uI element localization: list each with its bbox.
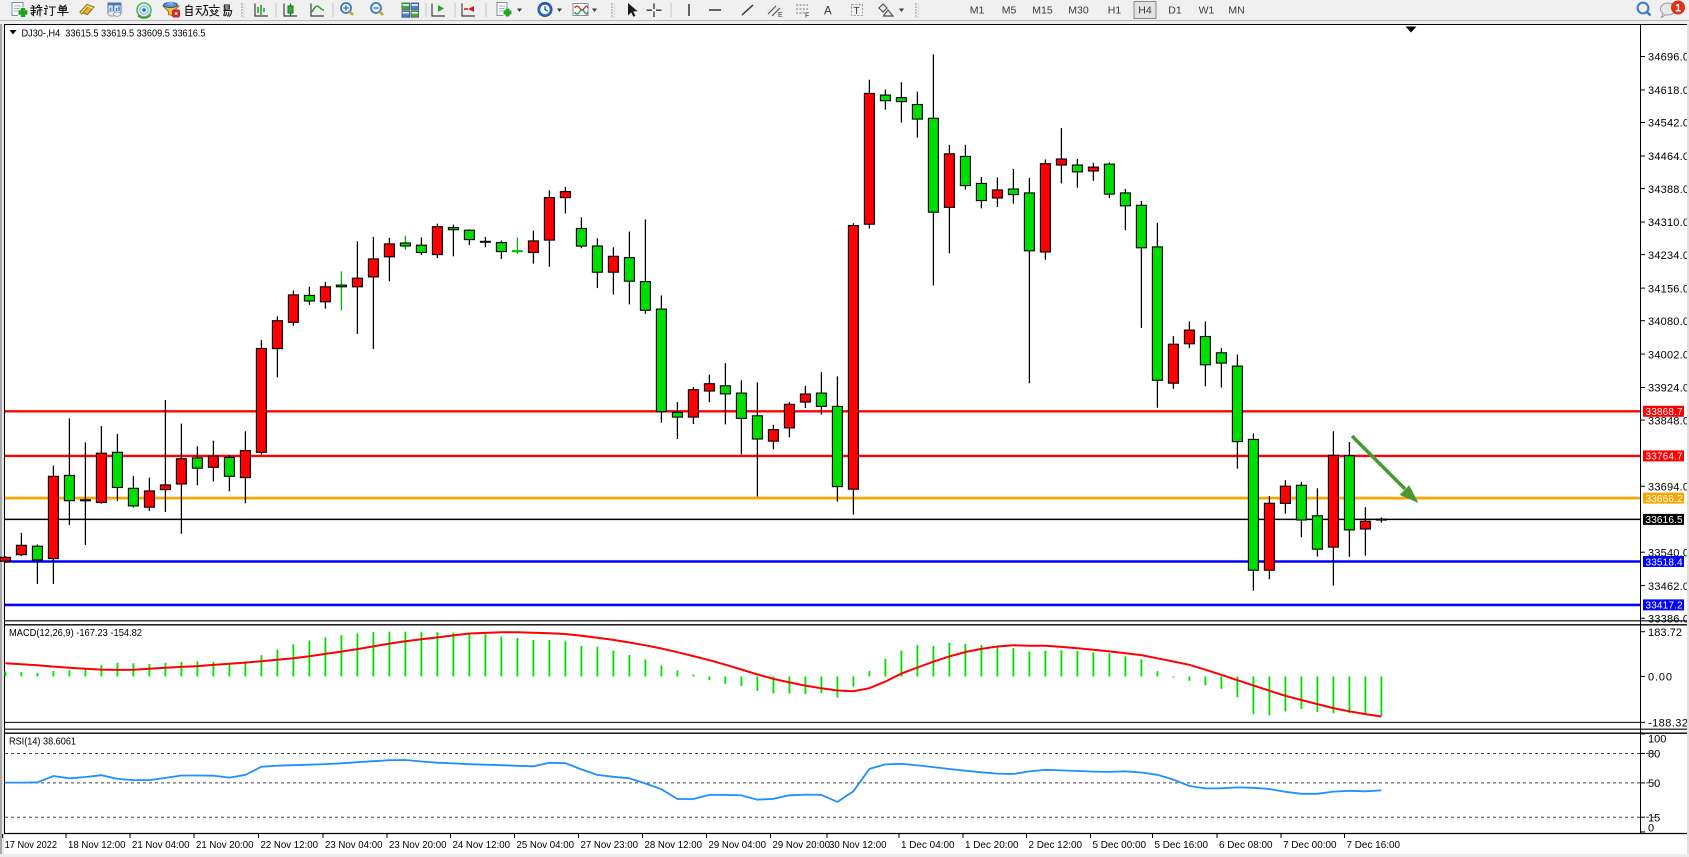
svg-text:33666.2: 33666.2 — [1646, 494, 1683, 505]
svg-text:17 Nov 2022: 17 Nov 2022 — [5, 840, 58, 851]
svg-text:7 Dec 16:00: 7 Dec 16:00 — [1347, 840, 1401, 851]
svg-text:34156.0: 34156.0 — [1648, 283, 1689, 295]
svg-text:34234.0: 34234.0 — [1648, 250, 1689, 262]
svg-text:E: E — [778, 12, 783, 19]
svg-text:0.00: 0.00 — [1648, 672, 1672, 684]
svg-text:29 Nov 20:00: 29 Nov 20:00 — [773, 840, 831, 851]
svg-text:2 Dec 12:00: 2 Dec 12:00 — [1029, 840, 1083, 851]
svg-text:33386.0: 33386.0 — [1648, 613, 1689, 625]
svg-text:21 Nov 20:00: 21 Nov 20:00 — [196, 840, 254, 851]
svg-text:33924.0: 33924.0 — [1648, 383, 1689, 395]
svg-text:T: T — [854, 6, 860, 17]
svg-text:34542.0: 34542.0 — [1648, 118, 1689, 130]
svg-text:D1: D1 — [1168, 5, 1182, 17]
svg-text:25 Nov 04:00: 25 Nov 04:00 — [517, 840, 575, 851]
svg-text:27 Nov 23:00: 27 Nov 23:00 — [581, 840, 639, 851]
svg-text:1: 1 — [1675, 3, 1681, 15]
svg-text:33616.5: 33616.5 — [1646, 515, 1683, 526]
svg-text:MACD(12,26,9) -167.23 -154.82: MACD(12,26,9) -167.23 -154.82 — [9, 628, 142, 639]
svg-text:21 Nov 04:00: 21 Nov 04:00 — [132, 840, 190, 851]
svg-text:M5: M5 — [1002, 5, 1017, 17]
svg-text:34310.0: 34310.0 — [1648, 217, 1689, 229]
svg-text:33462.0: 33462.0 — [1648, 581, 1689, 593]
svg-text:M15: M15 — [1032, 5, 1053, 17]
svg-text:34080.0: 34080.0 — [1648, 316, 1689, 328]
svg-text:18 Nov 12:00: 18 Nov 12:00 — [68, 840, 126, 851]
svg-text:0: 0 — [1648, 823, 1654, 835]
svg-text:183.72: 183.72 — [1648, 627, 1682, 639]
svg-text:DJ30-,H4 33615.5 33619.5 3360: DJ30-,H4 33615.5 33619.5 33609.5 33616.5 — [22, 29, 206, 40]
svg-text:50: 50 — [1648, 778, 1660, 790]
svg-text:H4: H4 — [1138, 5, 1152, 17]
svg-text:RSI(14) 38.6061: RSI(14) 38.6061 — [9, 737, 76, 748]
svg-text:30 Nov 12:00: 30 Nov 12:00 — [829, 840, 887, 851]
svg-text:F: F — [805, 13, 809, 20]
svg-text:24 Nov 12:00: 24 Nov 12:00 — [453, 840, 511, 851]
svg-text:MN: MN — [1228, 5, 1244, 17]
svg-text:A: A — [824, 6, 832, 18]
svg-text:15: 15 — [1648, 813, 1660, 825]
svg-text:5 Dec 00:00: 5 Dec 00:00 — [1093, 840, 1147, 851]
svg-text:6 Dec 08:00: 6 Dec 08:00 — [1219, 840, 1273, 851]
svg-text:23 Nov 04:00: 23 Nov 04:00 — [325, 840, 383, 851]
svg-text:22 Nov 12:00: 22 Nov 12:00 — [261, 840, 319, 851]
svg-text:33764.7: 33764.7 — [1646, 452, 1683, 463]
svg-text:33417.2: 33417.2 — [1646, 601, 1683, 612]
svg-text:33518.4: 33518.4 — [1646, 557, 1683, 568]
svg-text:28 Nov 12:00: 28 Nov 12:00 — [645, 840, 703, 851]
svg-text:23 Nov 20:00: 23 Nov 20:00 — [389, 840, 447, 851]
svg-text:M30: M30 — [1068, 5, 1089, 17]
svg-text:34388.0: 34388.0 — [1648, 184, 1689, 196]
svg-text:5 Dec 16:00: 5 Dec 16:00 — [1155, 840, 1209, 851]
svg-text:34002.0: 34002.0 — [1648, 349, 1689, 361]
svg-text:29 Nov 04:00: 29 Nov 04:00 — [709, 840, 767, 851]
svg-text:7 Dec 00:00: 7 Dec 00:00 — [1283, 840, 1337, 851]
svg-text:33848.0: 33848.0 — [1648, 415, 1689, 427]
svg-text:W1: W1 — [1199, 5, 1215, 17]
svg-text:33694.0: 33694.0 — [1648, 481, 1689, 493]
svg-text:-188.32: -188.32 — [1648, 718, 1688, 730]
svg-text:M1: M1 — [970, 5, 985, 17]
svg-text:33868.7: 33868.7 — [1646, 407, 1683, 418]
svg-text:100: 100 — [1648, 734, 1666, 746]
svg-text:1 Dec 20:00: 1 Dec 20:00 — [965, 840, 1019, 851]
svg-text:H1: H1 — [1108, 5, 1122, 17]
svg-text:34464.0: 34464.0 — [1648, 151, 1689, 163]
svg-text:80: 80 — [1648, 749, 1660, 761]
svg-text:34618.0: 34618.0 — [1648, 85, 1689, 97]
svg-text:1 Dec 04:00: 1 Dec 04:00 — [901, 840, 955, 851]
svg-text:34696.0: 34696.0 — [1648, 52, 1689, 64]
